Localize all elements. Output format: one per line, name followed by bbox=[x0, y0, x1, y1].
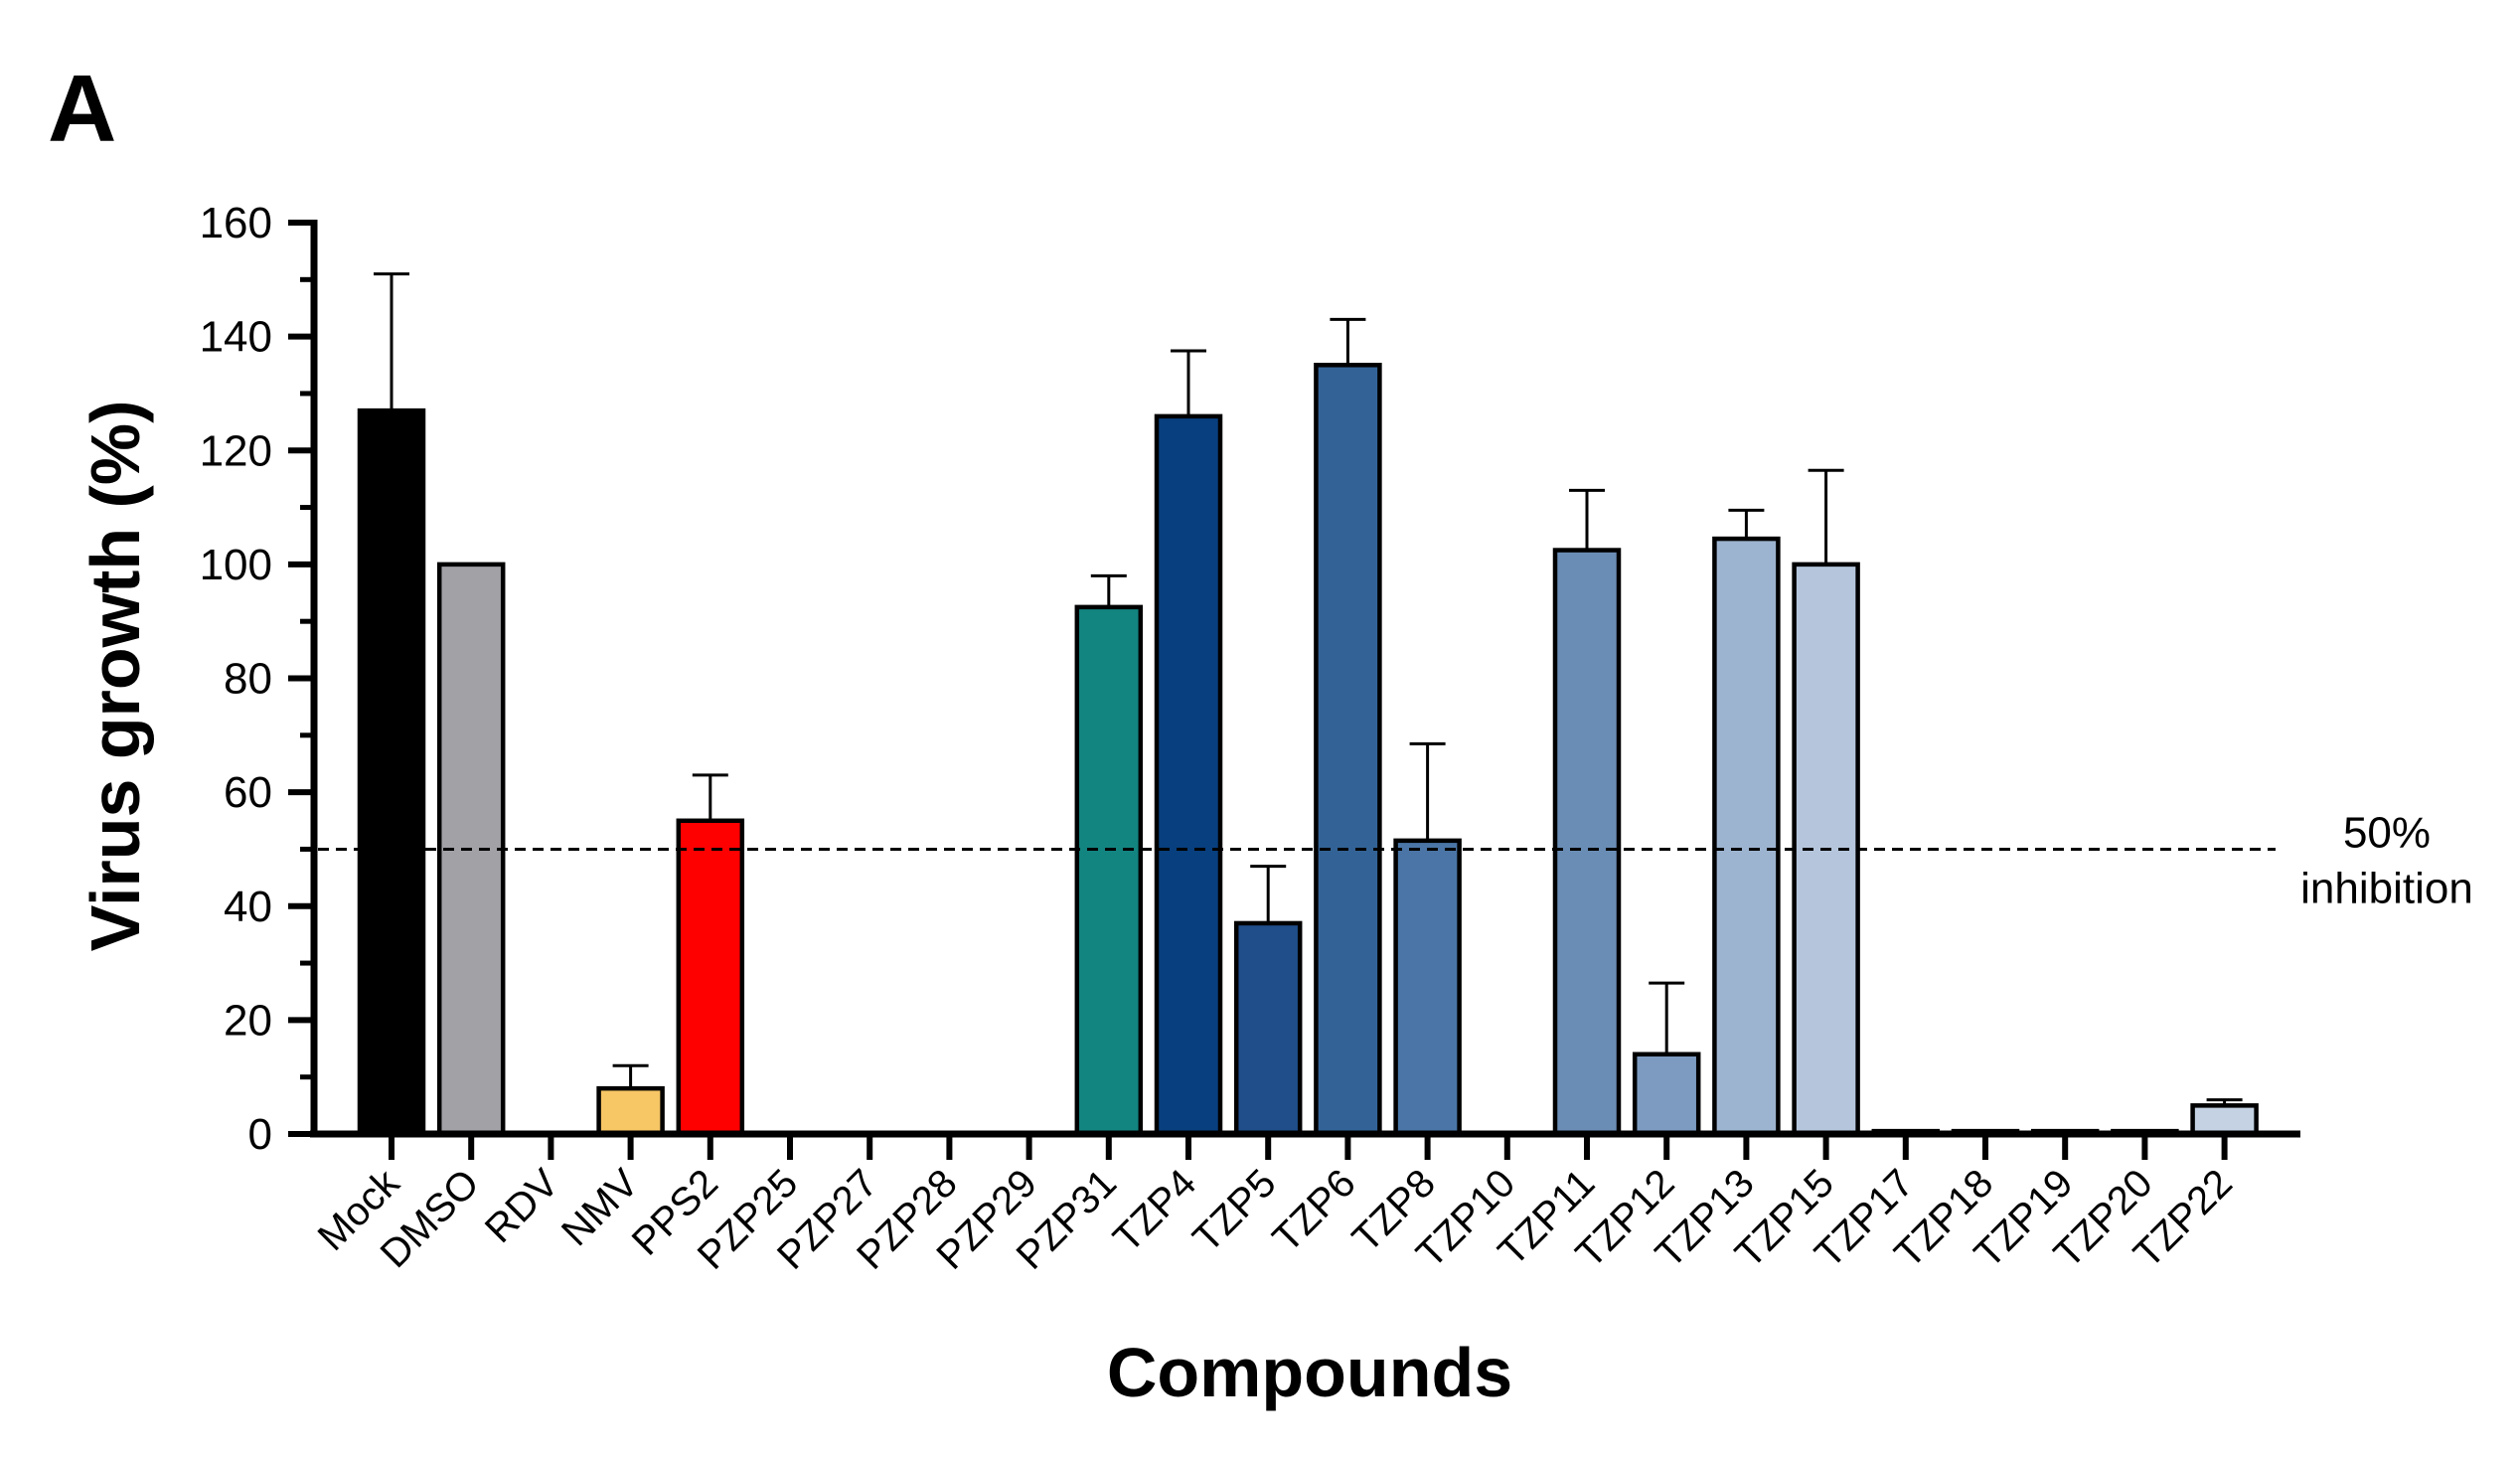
reference-line-label: inhibition bbox=[2300, 864, 2473, 912]
y-tick-label: 140 bbox=[200, 313, 272, 362]
x-tick-label: TZP5 bbox=[1184, 1161, 1284, 1260]
x-tick-label: RDV bbox=[477, 1161, 567, 1251]
x-axis-ticks: MockDMSORDVNMVPPS2PZP25PZP27PZP28PZP29PZ… bbox=[310, 1134, 2241, 1278]
reference-line-group: 50% inhibition bbox=[318, 808, 2473, 912]
x-axis-label: Compounds bbox=[1107, 1334, 1512, 1411]
bar-tzp8 bbox=[1393, 838, 1462, 1137]
bar-pzp31 bbox=[1074, 604, 1144, 1137]
y-tick-label: 100 bbox=[200, 541, 272, 589]
y-axis-label: Virus growth (%) bbox=[77, 401, 154, 952]
bar-tzp4 bbox=[1154, 413, 1223, 1137]
bar-mock bbox=[357, 407, 426, 1137]
bar-tzp11 bbox=[1552, 548, 1622, 1137]
y-tick-label: 40 bbox=[224, 883, 272, 931]
y-axis-ticks: 0 20 40 60 80 100 120 140 160 bbox=[200, 199, 314, 1159]
y-tick-label: 160 bbox=[200, 199, 272, 247]
x-tick-label: TZP6 bbox=[1264, 1161, 1363, 1260]
y-tick-label: 60 bbox=[224, 768, 272, 817]
y-tick-label: 0 bbox=[248, 1110, 272, 1159]
reference-line-label: 50% bbox=[2343, 808, 2431, 857]
bar-tzp5 bbox=[1233, 920, 1303, 1137]
bar-tzp12 bbox=[1632, 1052, 1701, 1137]
panel-label: A bbox=[48, 56, 116, 162]
bar-pps2 bbox=[676, 818, 745, 1137]
bar-tzp6 bbox=[1314, 363, 1382, 1137]
bar-tzp13 bbox=[1712, 536, 1781, 1137]
bar-nmv bbox=[596, 1085, 665, 1137]
y-tick-label: 120 bbox=[200, 426, 272, 475]
bar-tzp22 bbox=[2190, 1103, 2259, 1137]
y-tick-label: 20 bbox=[224, 996, 272, 1045]
bars-group bbox=[357, 272, 2259, 1137]
x-tick-label: TZP4 bbox=[1105, 1161, 1204, 1260]
y-tick-label: 80 bbox=[224, 655, 272, 704]
